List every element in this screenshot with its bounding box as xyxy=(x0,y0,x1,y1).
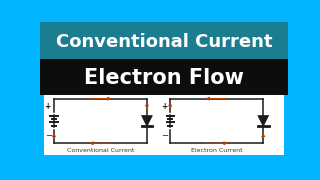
Text: Electron Flow: Electron Flow xyxy=(84,68,244,88)
Text: +: + xyxy=(44,102,51,111)
Polygon shape xyxy=(258,116,268,126)
Text: −: − xyxy=(161,131,168,140)
Bar xyxy=(40,58,288,95)
Text: Electron Current: Electron Current xyxy=(191,148,243,153)
Text: +: + xyxy=(161,102,167,111)
Text: Conventional Current: Conventional Current xyxy=(67,148,134,153)
Bar xyxy=(44,95,284,155)
Text: Conventional Current: Conventional Current xyxy=(56,33,272,51)
Text: −: − xyxy=(45,131,52,140)
Polygon shape xyxy=(141,116,152,126)
Bar xyxy=(40,22,288,58)
